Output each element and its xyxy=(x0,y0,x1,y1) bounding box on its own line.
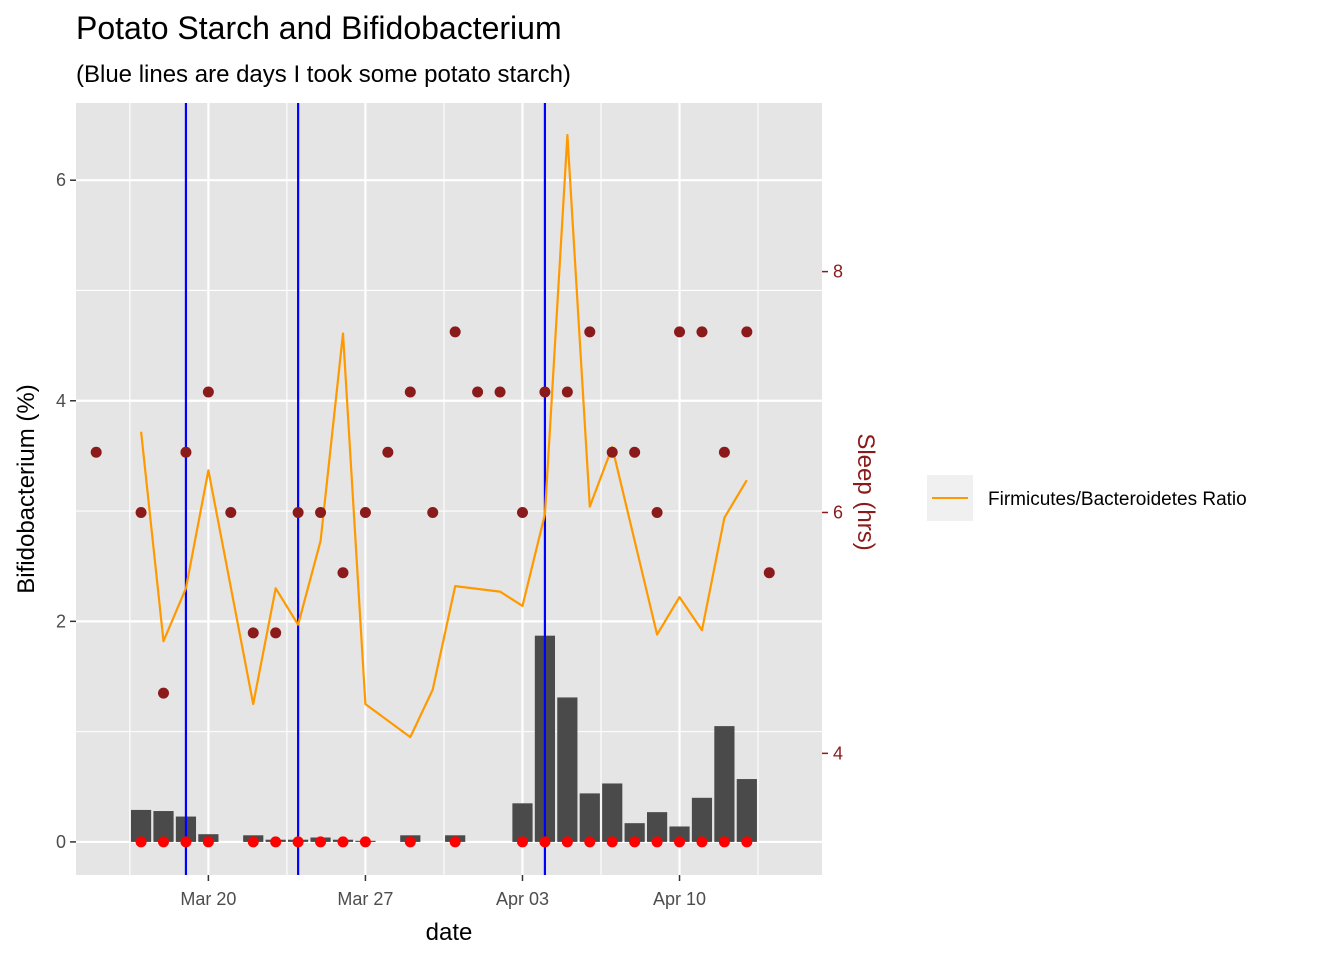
legend-label: Firmicutes/Bacteroidetes Ratio xyxy=(988,489,1247,510)
zero-point xyxy=(651,836,663,848)
sleep-point xyxy=(606,446,618,458)
sleep-point xyxy=(696,326,708,338)
zero-point xyxy=(315,836,327,848)
zero-point xyxy=(292,836,304,848)
x-tick-label: Apr 03 xyxy=(496,889,549,909)
zero-point xyxy=(247,836,259,848)
bar xyxy=(153,811,174,842)
sleep-point xyxy=(629,446,641,458)
y-tick-label: 0 xyxy=(56,832,66,852)
zero-point xyxy=(674,836,686,848)
x-axis-label: date xyxy=(426,919,473,946)
sleep-point xyxy=(382,446,394,458)
sleep-point xyxy=(584,326,596,338)
zero-point xyxy=(629,836,641,848)
zero-point xyxy=(584,836,596,848)
y-tick-label: 6 xyxy=(56,170,66,190)
bar xyxy=(579,793,600,842)
y2-tick-label: 4 xyxy=(833,743,843,763)
starch-day-lines xyxy=(184,103,547,875)
bar xyxy=(714,726,735,842)
bar xyxy=(512,803,533,842)
plot-panel xyxy=(76,103,822,875)
sleep-point xyxy=(561,386,573,398)
zero-point xyxy=(561,836,573,848)
sleep-point xyxy=(247,627,259,639)
sleep-point xyxy=(404,386,416,398)
chart-title: Potato Starch and Bifidobacterium xyxy=(76,10,562,46)
grid xyxy=(76,103,822,875)
zero-point xyxy=(270,836,282,848)
bar xyxy=(691,797,713,842)
sleep-point xyxy=(202,386,214,398)
sleep-point xyxy=(135,506,147,518)
zero-point xyxy=(158,836,170,848)
sleep-point xyxy=(90,446,102,458)
y-tick-label: 4 xyxy=(56,391,66,411)
zero-points xyxy=(135,836,753,848)
bar xyxy=(736,779,757,842)
sleep-point xyxy=(359,506,371,518)
sleep-point xyxy=(337,567,349,579)
bar xyxy=(646,812,668,842)
y-axis-label: Bifidobacterium (%) xyxy=(13,384,40,593)
sleep-point xyxy=(158,687,170,699)
sleep-point xyxy=(718,446,730,458)
zero-point xyxy=(516,836,528,848)
sleep-point xyxy=(741,326,753,338)
sleep-point xyxy=(315,506,327,518)
ratio-line xyxy=(140,133,748,739)
sleep-point xyxy=(494,386,506,398)
sleep-point xyxy=(225,506,237,518)
sleep-point xyxy=(270,627,282,639)
zero-point xyxy=(606,836,618,848)
zero-point xyxy=(359,836,371,848)
sleep-point xyxy=(539,386,551,398)
zero-point xyxy=(449,836,461,848)
sleep-point xyxy=(472,386,484,398)
sleep-point xyxy=(651,506,663,518)
sleep-point xyxy=(516,506,528,518)
sleep-point xyxy=(763,567,775,579)
x-tick-label: Mar 27 xyxy=(337,889,393,909)
sleep-point xyxy=(427,506,439,518)
x-tick-label: Mar 20 xyxy=(180,889,236,909)
zero-point xyxy=(180,836,192,848)
zero-point xyxy=(741,836,753,848)
ratio-line-layer xyxy=(140,133,748,739)
bar xyxy=(602,783,623,842)
zero-point xyxy=(539,836,551,848)
zero-point xyxy=(718,836,730,848)
chart-subtitle: (Blue lines are days I took some potato … xyxy=(76,61,571,88)
bar xyxy=(669,826,690,842)
sleep-point xyxy=(180,446,192,458)
legend: Firmicutes/Bacteroidetes Ratio xyxy=(927,475,1247,521)
sleep-point xyxy=(674,326,686,338)
sleep-points xyxy=(90,326,775,699)
zero-point xyxy=(337,836,349,848)
y-tick-label: 2 xyxy=(56,611,66,631)
axes: 0 2 4 6 4 6 8 Mar 20 Mar 27 Apr 03 Apr 10 xyxy=(56,170,843,909)
bar xyxy=(557,697,578,842)
sleep-point xyxy=(449,326,461,338)
y2-tick-label: 6 xyxy=(833,502,843,522)
x-tick-label: Apr 10 xyxy=(653,889,706,909)
zero-point xyxy=(135,836,147,848)
y2-axis-label: Sleep (hrs) xyxy=(852,433,879,550)
bar xyxy=(130,809,152,842)
zero-point xyxy=(404,836,416,848)
bar xyxy=(624,823,645,842)
y2-tick-label: 8 xyxy=(833,262,843,282)
zero-point xyxy=(696,836,708,848)
sleep-point xyxy=(292,506,304,518)
zero-point xyxy=(202,836,214,848)
